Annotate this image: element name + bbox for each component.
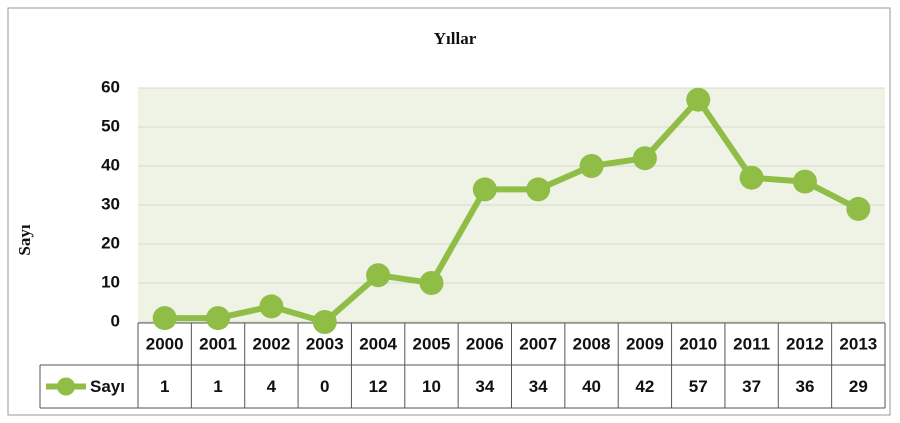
x-tick-label: 2004 (359, 334, 397, 353)
point (312, 310, 337, 334)
y-tick-label: 40 (101, 155, 120, 174)
table-value: 12 (369, 377, 388, 396)
legend-label: Sayı (90, 377, 125, 396)
x-tick-label: 2005 (413, 334, 451, 353)
chart-title: Yıllar (434, 29, 477, 48)
x-tick-label: 2010 (679, 334, 717, 353)
y-tick-label: 0 (111, 311, 120, 330)
x-tick-label: 2009 (626, 334, 664, 353)
x-tick-label: 2012 (786, 334, 824, 353)
point (579, 154, 604, 178)
point (739, 165, 764, 190)
table-value: 34 (529, 377, 548, 396)
point (526, 177, 551, 202)
x-tick-label: 2013 (839, 334, 877, 353)
table-value: 10 (422, 377, 441, 396)
point (366, 263, 391, 288)
point (419, 271, 444, 295)
table-value: 34 (475, 377, 494, 396)
y-tick-label: 10 (101, 272, 120, 291)
point (152, 306, 177, 331)
table-value: 4 (267, 377, 277, 396)
point (846, 196, 871, 221)
table-value: 40 (582, 377, 601, 396)
table-value: 1 (160, 377, 169, 396)
legend-marker (57, 377, 75, 396)
point (686, 87, 711, 112)
table-value: 1 (213, 377, 222, 396)
x-tick-label: 2007 (519, 334, 557, 353)
x-tick-label: 2000 (146, 334, 184, 353)
point (472, 177, 497, 202)
x-tick-label: 2002 (252, 334, 290, 353)
y-tick-label: 50 (101, 116, 120, 135)
point (259, 294, 284, 319)
x-tick-label: 2008 (573, 334, 611, 353)
x-tick-label: 2011 (733, 334, 770, 353)
table-value: 37 (742, 377, 761, 396)
table-value: 57 (689, 377, 708, 396)
x-tick-label: 2001 (199, 334, 237, 353)
table-value: 0 (320, 377, 329, 396)
point (632, 146, 657, 171)
point (792, 169, 817, 194)
table-value: 29 (849, 377, 868, 396)
y-tick-label: 60 (101, 77, 120, 96)
table-value: 42 (635, 377, 654, 396)
table-value: 36 (796, 377, 815, 396)
y-axis-label: Sayı (15, 224, 34, 255)
x-tick-label: 2006 (466, 334, 504, 353)
point (206, 306, 231, 331)
y-tick-label: 20 (101, 233, 120, 252)
y-tick-label: 30 (101, 194, 120, 213)
x-tick-label: 2003 (306, 334, 344, 353)
